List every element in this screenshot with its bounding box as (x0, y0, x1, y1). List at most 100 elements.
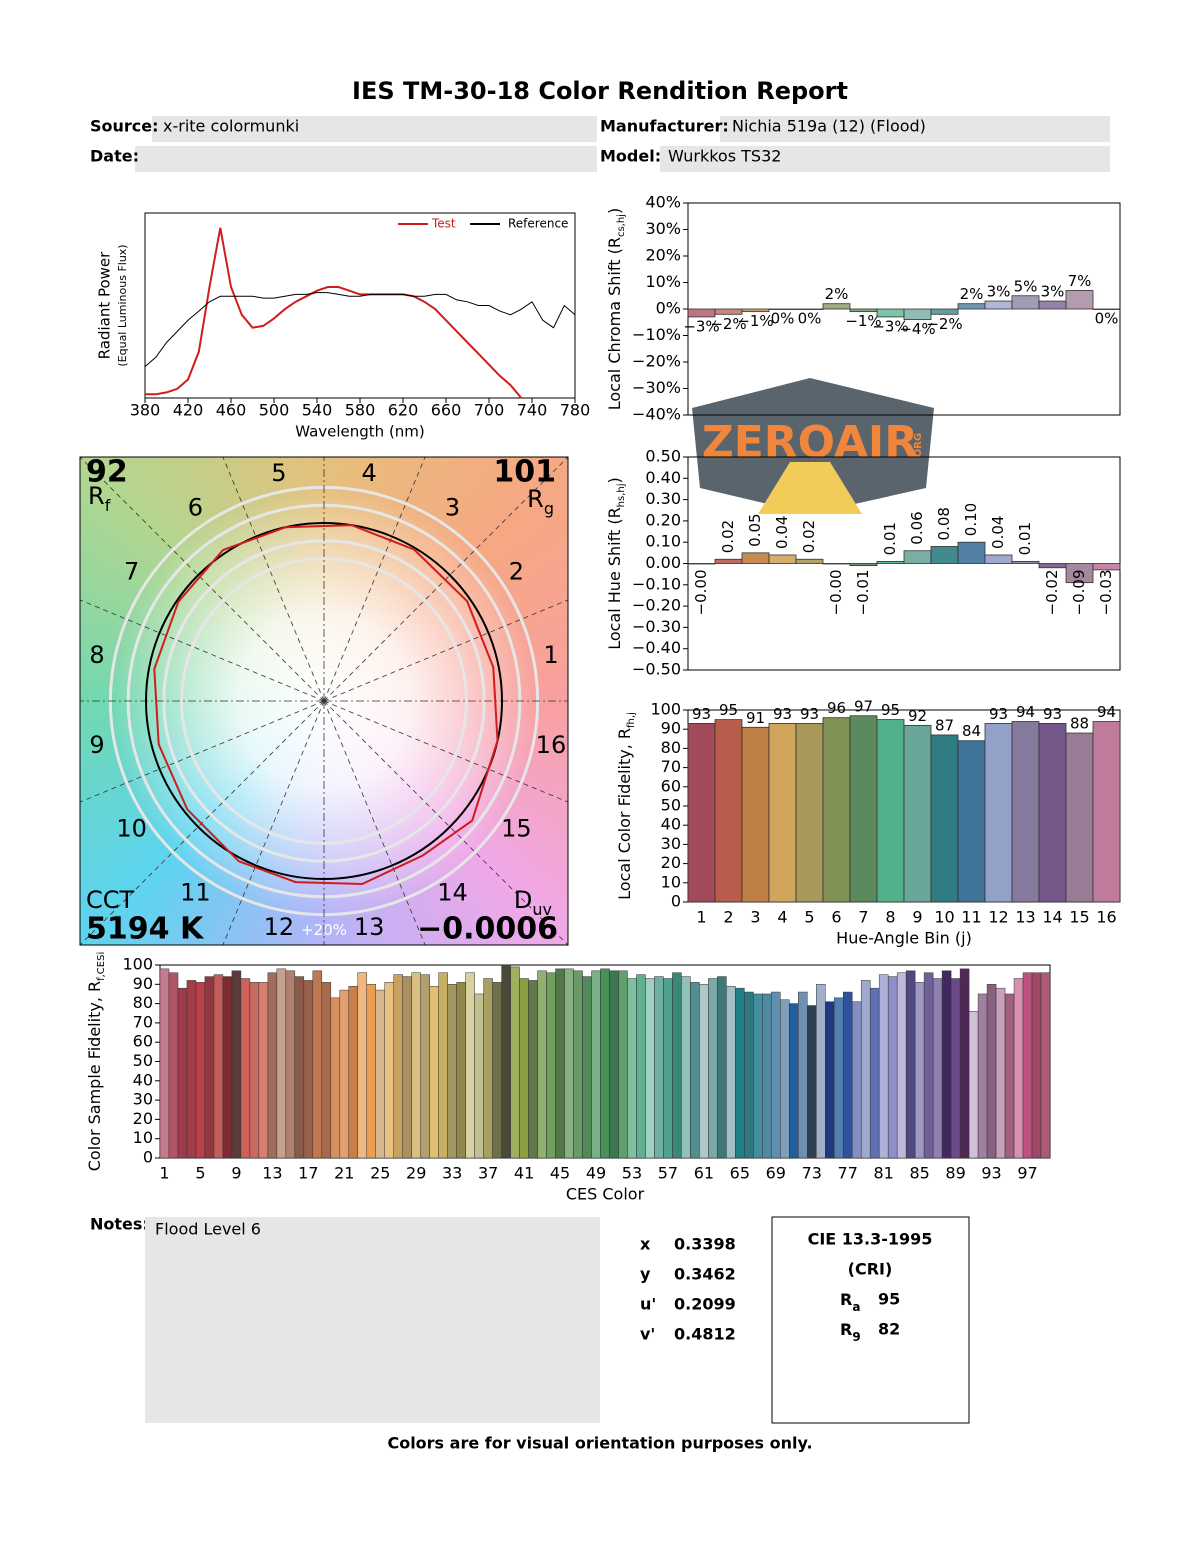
value-label: 0.02 (800, 520, 818, 553)
bar (914, 982, 925, 1159)
value-label: 0.04 (989, 516, 1007, 549)
bar (930, 308, 959, 315)
x-tick-label: 11 (961, 908, 981, 927)
value-label: 95 (881, 701, 900, 719)
bar (968, 1011, 979, 1159)
x-tick-label: 15 (1069, 908, 1089, 927)
value-label: 84 (962, 722, 981, 740)
chromaticity-label: v' (640, 1325, 655, 1344)
series-line (145, 227, 523, 399)
value-label: 0.10 (962, 503, 980, 536)
axis-label-part: Local Hue Shift (R (605, 507, 624, 649)
bar (699, 984, 709, 1159)
watermark-badge (692, 378, 934, 514)
bin-label: 5 (271, 459, 286, 487)
notes-box (145, 1217, 600, 1423)
y-tick-label: 50 (133, 1051, 153, 1070)
bar (672, 972, 682, 1159)
value-label: −2% (710, 315, 746, 333)
cri-subtitle: (CRI) (848, 1260, 893, 1279)
x-tick-label: 740 (517, 401, 548, 420)
y-axis-note: (Equal Luminous Flux) (116, 244, 129, 366)
bar (195, 982, 206, 1159)
x-tick-label: 380 (130, 401, 161, 420)
bar (771, 991, 781, 1159)
rf-value: 92 (86, 455, 128, 490)
value-label: 93 (773, 705, 792, 723)
chromaticity-value: 0.3398 (674, 1235, 736, 1254)
y-tick-label: 0.10 (645, 532, 681, 551)
x-tick-label: 2 (723, 908, 733, 927)
value-label: −0.09 (1070, 570, 1088, 616)
value-label: 96 (827, 699, 846, 717)
metric-symbol-letter: D (514, 886, 532, 914)
bar (708, 978, 718, 1159)
bar (393, 974, 403, 1159)
y-tick-label: 30 (661, 834, 681, 853)
value-label: 0.06 (908, 511, 926, 544)
x-tick-label: 13 (1015, 908, 1035, 927)
bar (1065, 290, 1094, 310)
bar (186, 980, 197, 1159)
bar (231, 970, 242, 1159)
y-tick-label: −0.20 (632, 596, 681, 615)
bar (851, 1001, 862, 1159)
bar (339, 989, 350, 1159)
bar (687, 563, 716, 565)
y-tick-label: 50 (661, 796, 681, 815)
rg-value: 101 (493, 455, 556, 490)
y-tick-label: 90 (661, 719, 681, 738)
bar (876, 560, 905, 564)
y-tick-label: 10 (661, 872, 681, 891)
bar (1011, 295, 1040, 310)
y-tick-label: 100 (650, 700, 681, 719)
x-tick-label: 61 (694, 1164, 714, 1183)
value-label: −3% (683, 317, 719, 335)
axis-label: Local Chroma Shift (Rcs,hj) (605, 208, 627, 410)
bar (878, 974, 889, 1159)
bar (896, 972, 907, 1159)
value-label: 94 (1097, 703, 1116, 721)
x-tick-label: 57 (658, 1164, 678, 1183)
y-tick-label: 100 (122, 955, 153, 974)
y-tick-label: 0.30 (645, 489, 681, 508)
notes-text: Flood Level 6 (155, 1220, 261, 1239)
x-tick-label: 9 (231, 1164, 241, 1183)
value-label: 92 (908, 707, 927, 725)
bar (438, 972, 448, 1159)
value-label: 0% (771, 310, 795, 328)
bar (663, 978, 673, 1159)
axis-label-subscript: hs,hj (616, 483, 627, 507)
bar (258, 982, 269, 1159)
bar (762, 993, 772, 1159)
watermark-text: ZEROAIR (702, 417, 918, 468)
bar (876, 308, 905, 318)
bin-label: 15 (501, 815, 532, 843)
bar (905, 970, 916, 1159)
bar (1013, 978, 1024, 1159)
field-label: Date: (90, 147, 139, 166)
cri-symbol-letter: R (840, 1320, 852, 1339)
bar (573, 970, 583, 1159)
metric-symbol: Rf (88, 482, 111, 515)
value-label: 2% (960, 285, 984, 303)
bar (1040, 972, 1051, 1159)
chromaticity-value: 0.2099 (674, 1295, 736, 1314)
bar (366, 984, 377, 1159)
field-label: Source: (90, 117, 159, 136)
bar (321, 982, 332, 1159)
bar (474, 993, 484, 1159)
bar (822, 717, 851, 903)
x-tick-label: 17 (298, 1164, 318, 1183)
value-label: 2% (825, 285, 849, 303)
x-tick-label: 73 (802, 1164, 822, 1183)
y-tick-label: 40% (645, 193, 681, 212)
x-axis-title: Hue-Angle Bin (j) (836, 929, 972, 948)
bar (995, 987, 1006, 1159)
value-label: 93 (989, 705, 1008, 723)
y-tick-label: 20% (645, 246, 681, 265)
chromaticity-label: y (640, 1265, 651, 1284)
bar (204, 976, 215, 1159)
bar (1004, 993, 1015, 1159)
